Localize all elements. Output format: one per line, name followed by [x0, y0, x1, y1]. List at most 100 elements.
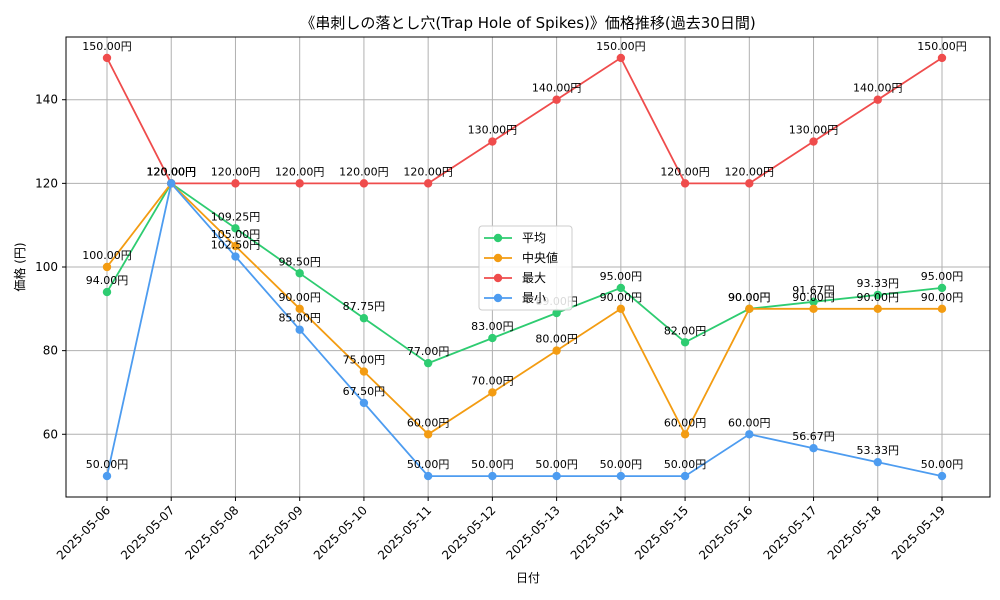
data-point — [488, 471, 497, 481]
x-tick-label: 2025-05-18 — [825, 503, 884, 562]
data-point — [423, 179, 433, 188]
legend-box — [478, 225, 573, 311]
data-label: 140.00円 — [853, 82, 903, 95]
data-label: 53.33円 — [857, 444, 900, 457]
data-label: 50.00円 — [921, 458, 964, 471]
data-label: 60.00円 — [664, 416, 707, 429]
data-point — [937, 471, 947, 481]
data-label: 95.00円 — [600, 270, 643, 283]
x-tick-label: 2025-05-06 — [54, 503, 113, 562]
data-point — [231, 179, 240, 188]
data-point — [809, 137, 818, 146]
data-label: 70.00円 — [471, 374, 514, 387]
data-label: 120.00円 — [725, 165, 775, 178]
data-point — [616, 304, 626, 314]
data-point — [809, 443, 818, 453]
data-label: 120.00円 — [146, 165, 196, 178]
data-label: 130.00円 — [468, 124, 518, 137]
data-label: 150.00円 — [82, 40, 132, 53]
data-label: 50.00円 — [407, 458, 450, 471]
data-point — [359, 398, 369, 408]
data-point — [231, 252, 240, 261]
data-point — [873, 290, 882, 300]
series-line — [106, 182, 943, 365]
x-tick-label: 2025-05-15 — [632, 503, 691, 562]
x-tick-label: 2025-05-17 — [760, 503, 819, 562]
data-point — [359, 367, 369, 376]
data-label: 90.00円 — [278, 291, 321, 304]
data-label: 67.50円 — [343, 385, 386, 398]
data-point — [102, 53, 112, 63]
data-label: 75.00円 — [343, 354, 386, 367]
data-label: 95.00円 — [921, 270, 964, 283]
data-point — [167, 179, 176, 188]
series-line — [106, 181, 943, 478]
data-label: 109.25円 — [211, 210, 261, 223]
data-label: 90.00円 — [792, 291, 835, 304]
data-point — [616, 53, 626, 63]
data-label: 120.00円 — [275, 165, 325, 178]
x-tick-label: 2025-05-13 — [504, 503, 563, 562]
x-tick-label: 2025-05-12 — [439, 503, 498, 562]
data-label: 120.00円 — [211, 165, 261, 178]
data-point — [423, 471, 433, 481]
y-axis-title: 価格 (円) — [12, 242, 27, 291]
data-point — [616, 471, 626, 481]
y-tick-label: 80 — [43, 344, 58, 358]
data-label: 77.00円 — [407, 345, 450, 358]
x-tick-label: 2025-05-09 — [247, 503, 306, 562]
data-label: 120.00円 — [146, 165, 196, 178]
data-point — [359, 314, 369, 323]
data-label: 102.50円 — [211, 239, 261, 252]
x-axis: 2025-05-06 2025-05-07 2025-05-08 2025-05-09… — [54, 497, 948, 562]
data-label: 91.67円 — [792, 284, 835, 297]
data-label: 93.33円 — [857, 277, 900, 290]
series-3 — [102, 179, 947, 481]
data-label: 94.00円 — [86, 274, 129, 287]
data-label: 150.00円 — [917, 40, 967, 53]
data-point — [295, 304, 304, 314]
series-1 — [102, 179, 947, 439]
data-point — [873, 95, 882, 104]
x-tick-label: 2025-05-19 — [889, 503, 948, 562]
data-label: 60.00円 — [407, 416, 450, 429]
data-point — [231, 241, 240, 251]
data-point — [102, 287, 112, 297]
data-point — [680, 430, 690, 439]
data-point — [423, 358, 433, 368]
legend-label: 最大 — [522, 271, 546, 285]
data-label: 90.00円 — [728, 291, 771, 304]
data-point — [552, 95, 561, 104]
series-line — [106, 56, 943, 185]
data-label: 50.00円 — [600, 458, 643, 471]
legend-item: 最大 — [484, 271, 546, 285]
data-point — [745, 304, 754, 314]
data-label: 82.00円 — [664, 324, 707, 337]
data-label: 90.00円 — [921, 291, 964, 304]
data-label: 50.00円 — [535, 458, 578, 471]
data-label: 50.00円 — [86, 458, 129, 471]
legend-item: 最小 — [484, 291, 546, 305]
data-label: 140.00円 — [532, 82, 582, 95]
y-tick-label: 120 — [35, 176, 58, 190]
data-label: 120.00円 — [146, 165, 196, 178]
legend-marker — [493, 273, 503, 283]
data-point — [552, 346, 561, 355]
data-label: 100.00円 — [82, 249, 132, 262]
data-label: 50.00円 — [471, 458, 514, 471]
chart-title: 《串刺しの落とし穴(Trap Hole of Spikes)》価格推移(過去30… — [300, 14, 755, 32]
data-label: 120.00円 — [339, 165, 389, 178]
y-tick-label: 140 — [35, 93, 58, 107]
data-label: 56.67円 — [792, 430, 835, 443]
data-label: 83.00円 — [471, 320, 514, 333]
data-label: 90.00円 — [728, 291, 771, 304]
legend-marker — [493, 293, 503, 303]
data-label: 87.75円 — [343, 300, 386, 313]
data-point — [680, 471, 690, 481]
data-label: 60.00円 — [728, 416, 771, 429]
data-label: 120.00円 — [660, 165, 710, 178]
legend-label: 平均 — [522, 231, 546, 245]
legend-marker — [493, 253, 503, 263]
y-axis: 60 80 100 120 140 — [35, 93, 66, 441]
